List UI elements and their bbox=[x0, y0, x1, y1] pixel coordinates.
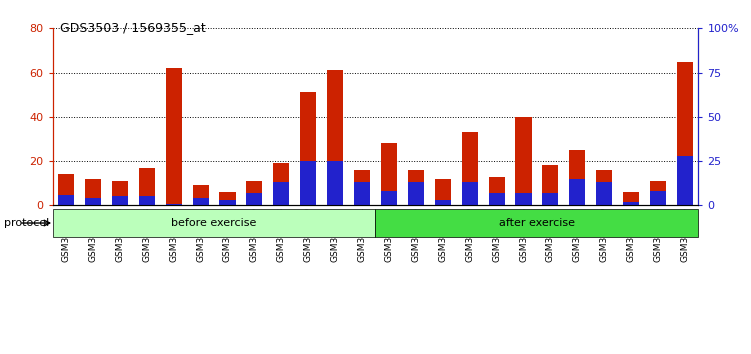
Bar bbox=[246, 193, 263, 205]
Bar bbox=[435, 179, 451, 205]
Bar bbox=[381, 191, 397, 205]
Bar bbox=[166, 204, 182, 205]
Bar bbox=[408, 170, 424, 205]
Bar bbox=[85, 198, 101, 205]
Bar bbox=[435, 200, 451, 205]
Text: before exercise: before exercise bbox=[171, 218, 257, 228]
Bar bbox=[112, 196, 128, 205]
Text: GDS3503 / 1569355_at: GDS3503 / 1569355_at bbox=[60, 21, 206, 34]
Bar bbox=[623, 202, 639, 205]
Bar bbox=[192, 185, 209, 205]
Bar bbox=[58, 175, 74, 205]
Bar bbox=[300, 92, 316, 205]
Bar bbox=[300, 161, 316, 205]
Bar bbox=[381, 143, 397, 205]
Bar bbox=[112, 181, 128, 205]
Bar bbox=[58, 195, 74, 205]
Bar bbox=[677, 156, 693, 205]
Bar bbox=[192, 198, 209, 205]
Bar bbox=[354, 182, 370, 205]
Bar bbox=[166, 68, 182, 205]
Bar bbox=[462, 182, 478, 205]
Bar bbox=[677, 62, 693, 205]
Bar bbox=[515, 193, 532, 205]
Bar bbox=[139, 168, 155, 205]
Bar bbox=[488, 193, 505, 205]
Bar bbox=[327, 161, 343, 205]
Bar bbox=[623, 192, 639, 205]
Text: protocol: protocol bbox=[4, 218, 49, 228]
Bar bbox=[650, 191, 666, 205]
Bar bbox=[219, 192, 236, 205]
Bar bbox=[85, 179, 101, 205]
Bar bbox=[273, 163, 289, 205]
Bar bbox=[569, 179, 586, 205]
Bar bbox=[327, 70, 343, 205]
Bar bbox=[462, 132, 478, 205]
Bar bbox=[569, 150, 586, 205]
Bar bbox=[139, 196, 155, 205]
Bar bbox=[542, 166, 559, 205]
Bar bbox=[650, 181, 666, 205]
Bar bbox=[596, 182, 612, 205]
Bar bbox=[596, 170, 612, 205]
Text: after exercise: after exercise bbox=[499, 218, 575, 228]
Bar bbox=[219, 200, 236, 205]
Bar bbox=[488, 177, 505, 205]
Bar bbox=[515, 117, 532, 205]
Bar bbox=[408, 182, 424, 205]
Bar bbox=[354, 170, 370, 205]
Bar bbox=[246, 181, 263, 205]
Bar bbox=[542, 193, 559, 205]
Bar bbox=[273, 182, 289, 205]
